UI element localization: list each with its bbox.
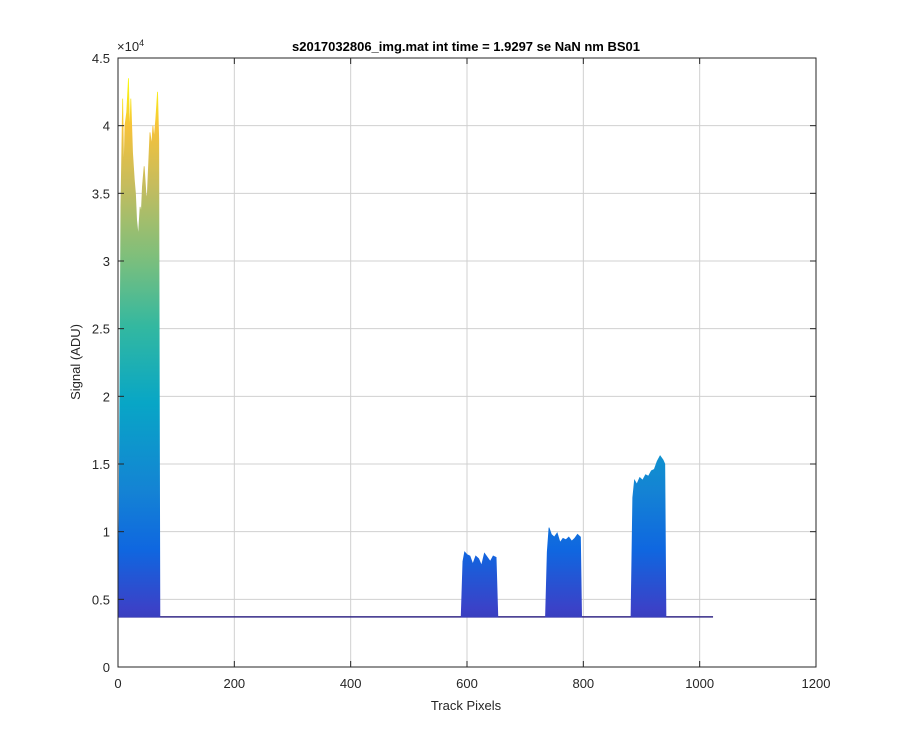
x-tick-label: 400: [340, 676, 362, 691]
y-tick-label: 0.5: [92, 592, 110, 607]
y-exponent-label: ×104: [117, 38, 144, 54]
y-exponent-base: ×10: [117, 39, 139, 54]
x-tick-label: 1000: [685, 676, 714, 691]
y-tick-label: 2: [103, 389, 110, 404]
x-tick-label: 600: [456, 676, 478, 691]
chart-title: s2017032806_img.mat int time = 1.9297 se…: [292, 39, 640, 54]
x-axis-label: Track Pixels: [431, 698, 502, 713]
y-tick-label: 0: [103, 660, 110, 675]
signal-peak-4: [630, 455, 667, 618]
y-tick-label: 1: [103, 525, 110, 540]
x-tick-label: 200: [223, 676, 245, 691]
y-tick-label: 2.5: [92, 322, 110, 337]
data-series: [117, 78, 714, 618]
y-tick-label: 1.5: [92, 457, 110, 472]
signal-peak-2: [460, 551, 499, 618]
signal-peak-3: [545, 527, 582, 618]
y-tick-label: 4: [103, 119, 110, 134]
y-exponent-power: 4: [139, 38, 144, 48]
y-tick-label: 3.5: [92, 186, 110, 201]
x-tick-label: 800: [572, 676, 594, 691]
axes: [117, 57, 817, 668]
x-tick-label: 0: [114, 676, 121, 691]
y-tick-label: 3: [103, 254, 110, 269]
x-tick-label: 1200: [802, 676, 831, 691]
signal-peak-1: [117, 78, 161, 618]
tick-labels: 0 200 400 600 800 1000 1200 0 0.5 1 1.5 2 2.5 3 3.5 4 4.…: [92, 51, 831, 691]
y-axis-label: Signal (ADU): [68, 324, 83, 400]
y-tick-label: 4.5: [92, 51, 110, 66]
